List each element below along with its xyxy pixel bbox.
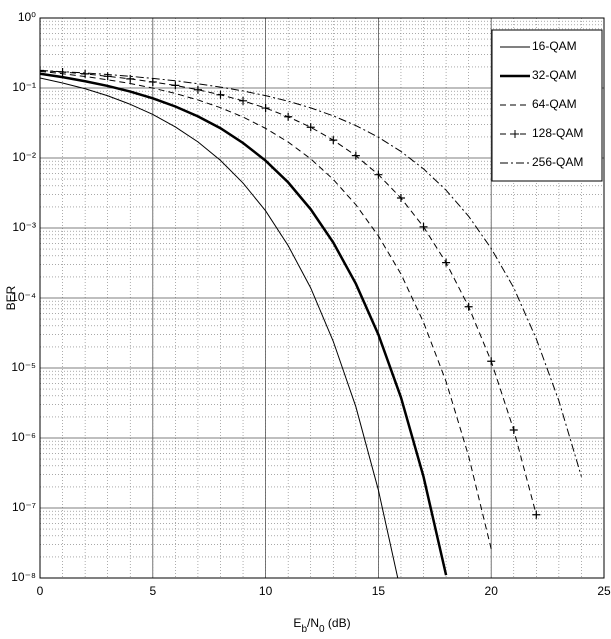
y-tick-label: 10⁻⁷ bbox=[12, 500, 36, 514]
x-tick-label: 0 bbox=[37, 584, 44, 598]
point-marker bbox=[216, 90, 225, 99]
y-axis-label: BER bbox=[4, 285, 18, 310]
legend-label: 128-QAM bbox=[532, 126, 583, 140]
point-marker bbox=[532, 510, 541, 519]
point-marker bbox=[419, 222, 428, 231]
legend-marker bbox=[511, 130, 519, 138]
point-marker bbox=[126, 74, 135, 83]
point-marker bbox=[103, 72, 112, 81]
series-line bbox=[40, 72, 448, 576]
series-line bbox=[40, 70, 492, 550]
x-tick-label: 10 bbox=[259, 584, 273, 598]
plot-frame bbox=[39, 17, 605, 579]
y-tick-label: 10⁻⁸ bbox=[11, 570, 36, 584]
x-tick-label: 5 bbox=[149, 584, 156, 598]
y-tick-label: 10⁻² bbox=[12, 150, 36, 164]
y-tick-label: 10⁻³ bbox=[12, 220, 36, 234]
legend-label: 32-QAM bbox=[532, 68, 577, 82]
x-axis-label: Eb/N0 (dB) bbox=[293, 616, 350, 635]
legend: 16-QAM 32-QAM 64-QAM 128-QAM 256-QAM bbox=[491, 29, 603, 182]
point-marker bbox=[396, 194, 405, 203]
point-marker bbox=[284, 112, 293, 121]
point-marker bbox=[81, 69, 90, 78]
point-marker bbox=[351, 151, 360, 160]
point-marker bbox=[193, 85, 202, 94]
point-marker bbox=[171, 81, 180, 90]
y-tick-label: 10⁻⁶ bbox=[11, 430, 36, 444]
x-tick-label: 25 bbox=[597, 584, 611, 598]
y-tick-label: 10⁻⁴ bbox=[11, 290, 36, 304]
legend-label: 16-QAM bbox=[532, 39, 577, 53]
point-marker bbox=[464, 302, 473, 311]
series-line bbox=[40, 69, 582, 477]
y-tick-label: 10⁻¹ bbox=[12, 80, 36, 94]
series-line bbox=[40, 69, 537, 515]
point-marker bbox=[261, 104, 270, 113]
point-marker bbox=[329, 136, 338, 145]
point-marker bbox=[374, 170, 383, 179]
y-tick-label: 10⁻⁵ bbox=[11, 360, 36, 374]
series-line bbox=[40, 77, 399, 578]
point-marker bbox=[487, 357, 496, 366]
point-marker bbox=[442, 258, 451, 267]
point-marker bbox=[306, 123, 315, 132]
point-marker bbox=[148, 77, 157, 86]
legend-label: 64-QAM bbox=[532, 97, 577, 111]
x-tick-label: 15 bbox=[372, 584, 386, 598]
x-tick-label: 20 bbox=[485, 584, 499, 598]
y-tick-label: 10⁰ bbox=[18, 10, 36, 24]
legend-label: 256-QAM bbox=[532, 155, 583, 169]
point-marker bbox=[509, 426, 518, 435]
plot-area bbox=[40, 66, 582, 578]
point-marker bbox=[239, 96, 248, 105]
